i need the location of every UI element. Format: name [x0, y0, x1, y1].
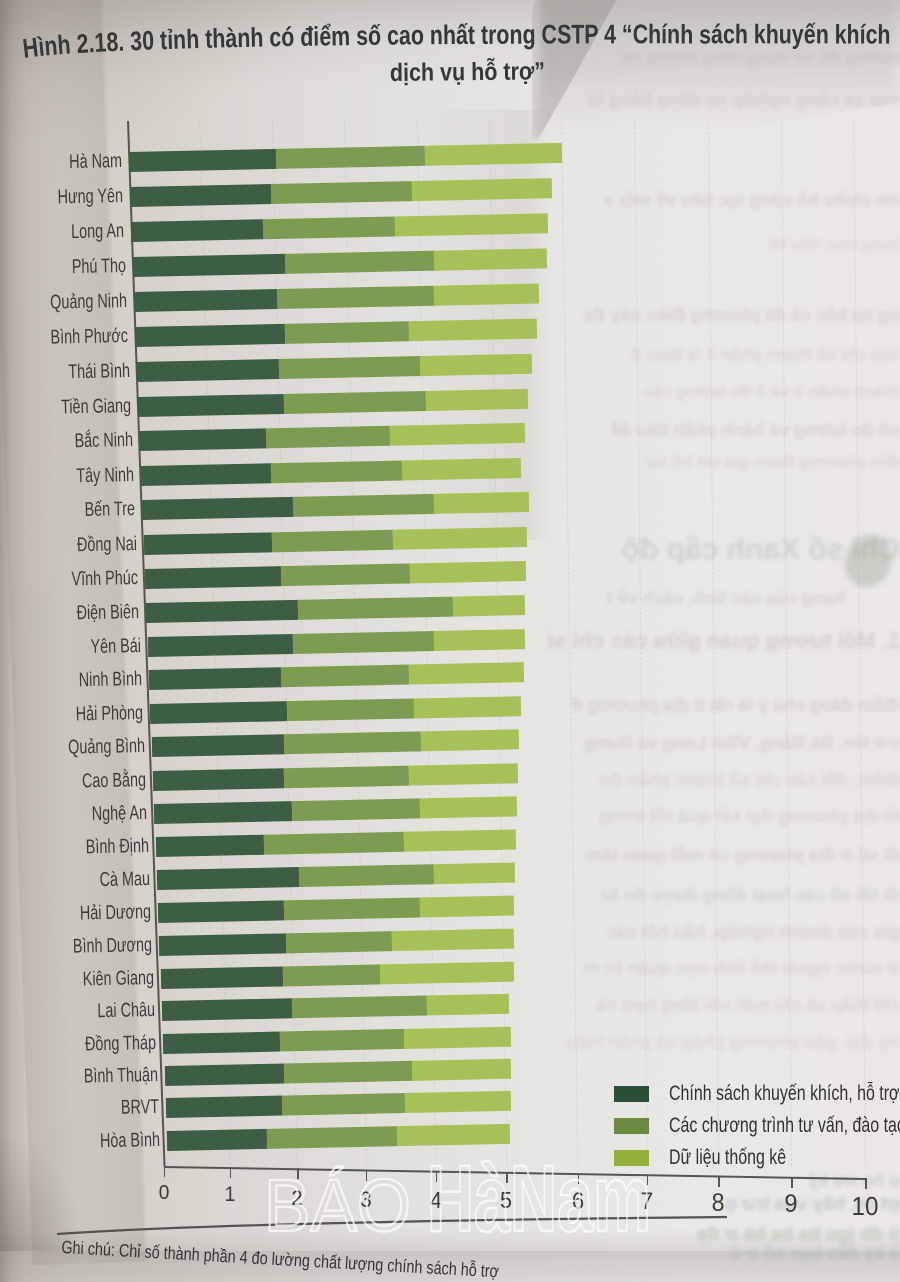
svg-text:HàNam: HàNam	[427, 1146, 651, 1251]
svg-text:dịch vụ hỗ trợ”: dịch vụ hỗ trợ”	[390, 55, 545, 87]
svg-text:BÁO: BÁO	[264, 1164, 411, 1247]
